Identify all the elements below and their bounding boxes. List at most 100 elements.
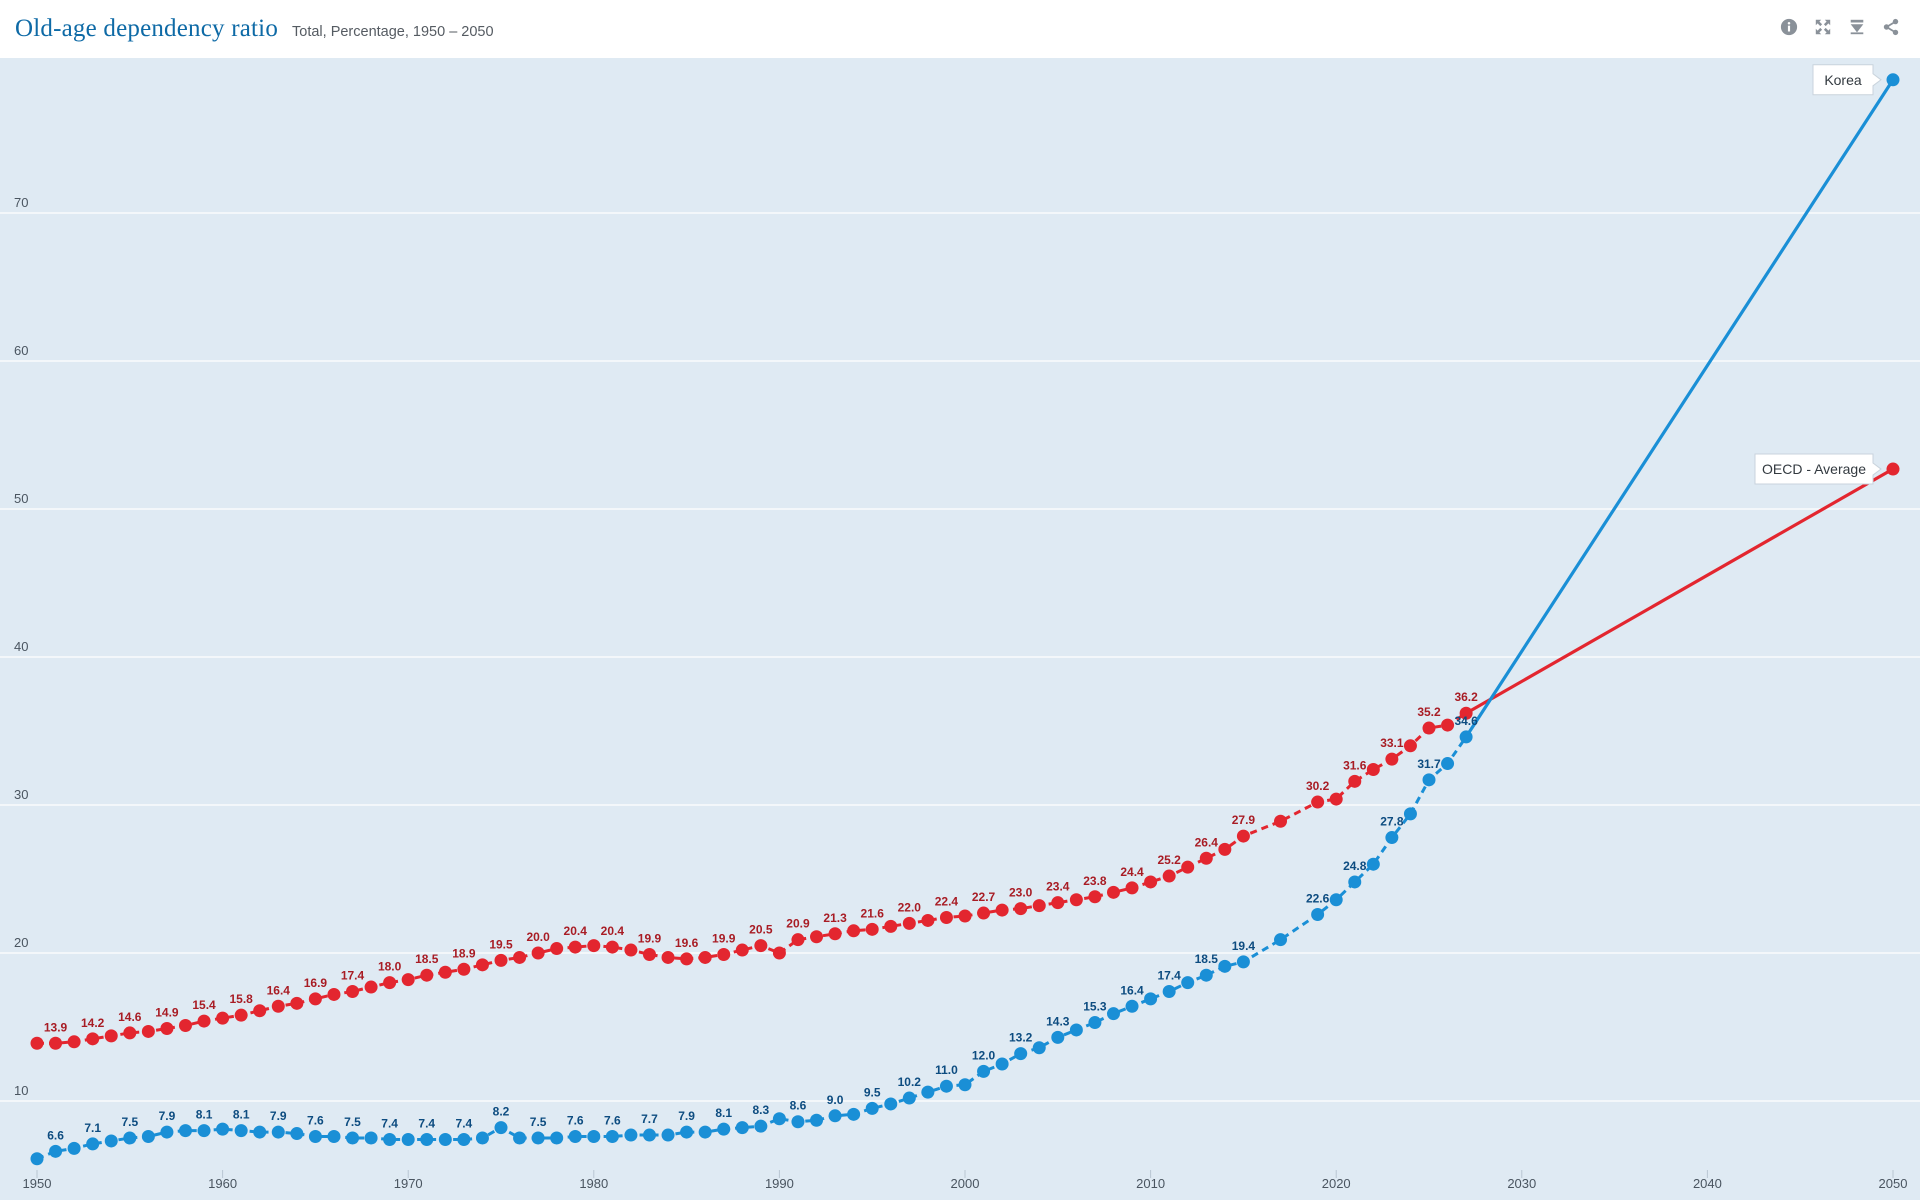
data-point-korea — [364, 1131, 378, 1145]
data-point-oecd — [1014, 902, 1028, 916]
data-label-oecd: 19.6 — [675, 936, 699, 950]
data-point-korea — [1274, 933, 1288, 947]
series-projection-korea — [1464, 78, 1895, 738]
data-point-oecd — [364, 980, 378, 994]
download-icon — [1850, 19, 1864, 35]
data-label-korea: 6.6 — [47, 1128, 64, 1142]
data-label-oecd: 18.5 — [415, 952, 439, 966]
data-point-korea — [1348, 875, 1362, 889]
data-label-oecd: 21.3 — [823, 911, 847, 925]
data-label-oecd: 31.6 — [1343, 758, 1367, 772]
data-label-korea: 15.3 — [1083, 1000, 1107, 1014]
chart-subtitle: Total, Percentage, 1950 – 2050 — [292, 23, 494, 40]
data-point-oecd — [1274, 814, 1288, 828]
info-button[interactable] — [1778, 16, 1800, 38]
data-point-korea — [1366, 857, 1380, 871]
fullscreen-button[interactable] — [1812, 16, 1834, 38]
x-tick-label: 2040 — [1693, 1176, 1722, 1191]
data-point-oecd — [1886, 462, 1900, 476]
data-point-oecd — [1125, 881, 1139, 895]
data-point-korea — [531, 1131, 545, 1145]
data-point-oecd — [513, 950, 527, 964]
data-point-korea — [717, 1122, 731, 1136]
data-point-oecd — [921, 913, 935, 927]
data-point-korea — [1422, 773, 1436, 787]
data-label-oecd: 23.0 — [1009, 886, 1033, 900]
share-button[interactable] — [1880, 16, 1902, 38]
y-gridlines: 10 20 30 40 50 60 70 — [0, 195, 1920, 1102]
data-point-korea — [550, 1131, 564, 1145]
data-label-oecd: 22.0 — [898, 900, 922, 914]
x-tick-label: 1960 — [208, 1176, 237, 1191]
data-point-korea — [680, 1125, 694, 1139]
download-button[interactable] — [1846, 16, 1868, 38]
data-label-oecd: 20.4 — [564, 924, 588, 938]
legend-label-korea: Korea — [1824, 72, 1862, 88]
data-label-oecd: 26.4 — [1195, 835, 1219, 849]
data-point-oecd — [197, 1014, 211, 1028]
data-point-oecd — [550, 942, 564, 956]
data-point-korea — [178, 1124, 192, 1138]
data-point-korea — [865, 1101, 879, 1115]
data-point-oecd — [494, 953, 508, 967]
data-point-korea — [1218, 959, 1232, 973]
data-point-korea — [160, 1125, 174, 1139]
data-label-oecd: 19.5 — [489, 937, 513, 951]
data-point-oecd — [141, 1024, 155, 1038]
data-point-korea — [605, 1130, 619, 1144]
data-point-korea — [253, 1125, 267, 1139]
data-point-korea — [104, 1134, 118, 1148]
data-point-oecd — [587, 939, 601, 953]
data-label-korea: 11.0 — [935, 1063, 958, 1077]
data-point-oecd — [346, 984, 360, 998]
data-point-oecd — [1106, 885, 1120, 899]
x-tick-label: 1950 — [23, 1176, 52, 1191]
data-label-korea: 9.5 — [864, 1085, 881, 1099]
data-label-korea: 7.4 — [381, 1116, 398, 1130]
data-label-korea: 9.0 — [827, 1093, 844, 1107]
data-point-oecd — [754, 939, 768, 953]
data-point-korea — [624, 1128, 638, 1142]
data-point-korea — [587, 1130, 601, 1144]
data-label-korea: 8.3 — [752, 1103, 769, 1117]
data-point-korea — [1125, 999, 1139, 1013]
data-label-oecd: 20.4 — [601, 924, 625, 938]
x-tick-label: 2050 — [1879, 1176, 1908, 1191]
data-point-oecd — [1032, 899, 1046, 913]
data-point-korea — [457, 1132, 471, 1146]
series-oecd: 13.9 14.2 14.6 14.9 15.4 15.8 16.4 16.9 17.4 18.0… — [30, 462, 1900, 1050]
y-tick-label: 70 — [14, 195, 28, 210]
data-point-korea — [271, 1125, 285, 1139]
data-point-oecd — [661, 950, 675, 964]
data-point-oecd — [1403, 739, 1417, 753]
data-point-oecd — [1441, 718, 1455, 732]
data-point-oecd — [123, 1026, 137, 1040]
expand-icon — [1815, 19, 1831, 35]
data-point-korea — [1069, 1023, 1083, 1037]
data-point-korea — [921, 1085, 935, 1099]
data-point-korea — [234, 1124, 248, 1138]
data-label-korea: 8.2 — [493, 1105, 510, 1119]
data-point-oecd — [216, 1011, 230, 1025]
data-label-korea: 31.7 — [1417, 757, 1441, 771]
data-point-oecd — [253, 1004, 267, 1018]
data-point-oecd — [828, 927, 842, 941]
data-point-oecd — [438, 965, 452, 979]
data-point-oecd — [1311, 795, 1325, 809]
data-point-oecd — [772, 946, 786, 960]
data-point-oecd — [531, 946, 545, 960]
data-label-oecd: 27.9 — [1232, 813, 1256, 827]
data-point-korea — [1236, 955, 1250, 969]
data-label-korea: 22.6 — [1306, 892, 1330, 906]
data-point-korea — [141, 1130, 155, 1144]
data-label-oecd: 18.9 — [452, 946, 476, 960]
data-label-korea: 7.6 — [567, 1114, 584, 1128]
series-korea: 6.6 7.1 7.5 7.9 8.1 8.1 7.9 7.6 7.5 7.4 7.4 7.4 8.2 7… — [30, 73, 1900, 1166]
data-label-oecd: 23.8 — [1083, 874, 1107, 888]
series-line-korea — [36, 736, 1468, 1161]
data-label-korea: 7.5 — [530, 1115, 547, 1129]
data-point-oecd — [605, 940, 619, 954]
data-point-korea — [290, 1127, 304, 1141]
data-label-oecd: 36.2 — [1454, 690, 1478, 704]
y-tick-label: 40 — [14, 639, 28, 654]
